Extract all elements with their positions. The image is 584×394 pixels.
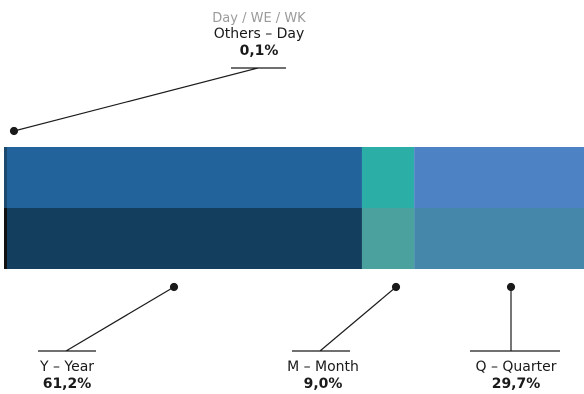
bar-segment-y-bottom <box>7 208 362 269</box>
value-month: 9,0% <box>304 376 343 392</box>
leader-dot-others <box>9 126 19 136</box>
value-quarter: 29,7% <box>492 376 541 392</box>
bar-segment-m-top <box>361 147 415 208</box>
leader-line-month <box>319 286 397 352</box>
label-quarter: Q – Quarter <box>475 359 556 375</box>
leader-dot-month <box>391 282 401 292</box>
bar-segment-q-top <box>414 147 584 208</box>
label-others: Others – Day <box>214 26 305 42</box>
leader-line-others <box>13 67 259 132</box>
label-year: Y – Year <box>39 359 94 375</box>
subtitle: Day / WE / WK <box>212 11 306 26</box>
leader-dot-year <box>169 282 179 292</box>
leader-dot-quarter <box>506 282 516 292</box>
bar-segment-others-bottom <box>4 208 7 269</box>
bar-segments <box>4 147 584 269</box>
leader-line-year <box>65 286 175 352</box>
bar-segment-q-bottom <box>414 208 584 269</box>
value-year: 61,2% <box>43 376 92 392</box>
label-month: M – Month <box>287 359 359 375</box>
bar-segment-others-top <box>4 147 7 208</box>
bar-segment-y-top <box>7 147 362 208</box>
leader-lines <box>9 67 560 352</box>
value-others: 0,1% <box>240 43 279 59</box>
bar-segment-m-bottom <box>361 208 415 269</box>
